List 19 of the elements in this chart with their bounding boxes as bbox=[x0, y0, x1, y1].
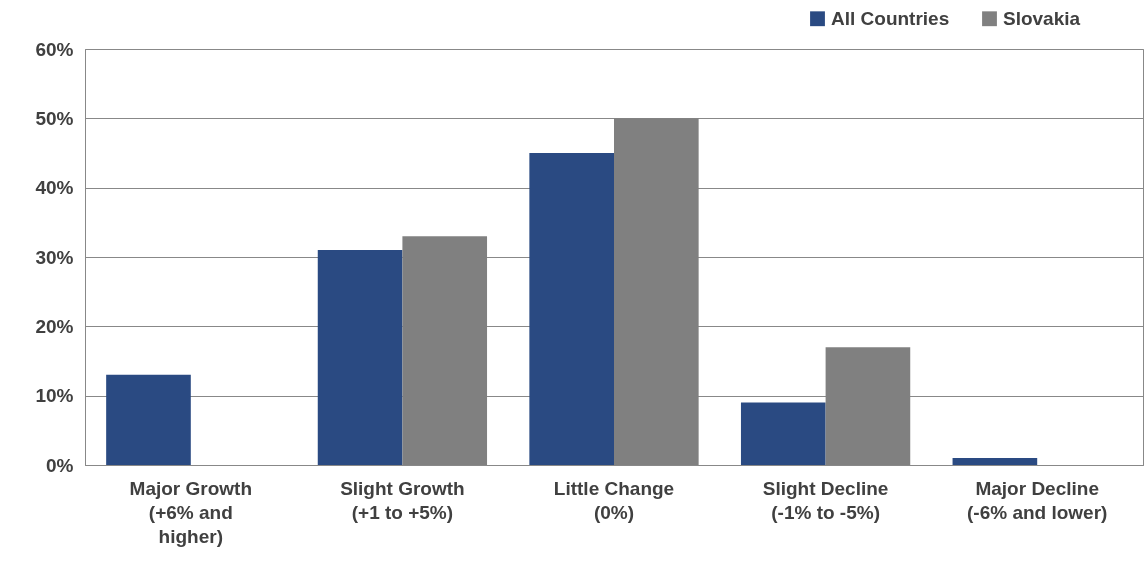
x-tick-label: Major Growth (+6% and higher) bbox=[129, 477, 253, 547]
x-tick-label: Slight Growth (+1 to +5%) bbox=[340, 477, 465, 523]
bar bbox=[740, 402, 826, 465]
bar bbox=[529, 153, 614, 465]
y-tick-label: 0% bbox=[46, 454, 74, 476]
bar bbox=[952, 458, 1038, 465]
x-tick-label: Slight Decline (-1% to -5%) bbox=[762, 477, 889, 523]
legend-label: All Countries bbox=[831, 7, 950, 29]
legend-label: Slovakia bbox=[1003, 7, 1081, 29]
x-tick-label: Little Change (0%) bbox=[553, 477, 675, 523]
y-tick-label: 20% bbox=[35, 315, 74, 337]
y-tick-label: 10% bbox=[35, 385, 74, 407]
bar bbox=[317, 250, 403, 465]
x-tick-label: Major Decline (-6% and lower) bbox=[967, 477, 1108, 523]
y-tick-label: 30% bbox=[35, 246, 74, 268]
bar bbox=[106, 374, 191, 465]
y-tick-label: 40% bbox=[35, 177, 74, 199]
y-tick-label: 50% bbox=[35, 107, 74, 129]
y-tick-label: 60% bbox=[35, 38, 74, 60]
